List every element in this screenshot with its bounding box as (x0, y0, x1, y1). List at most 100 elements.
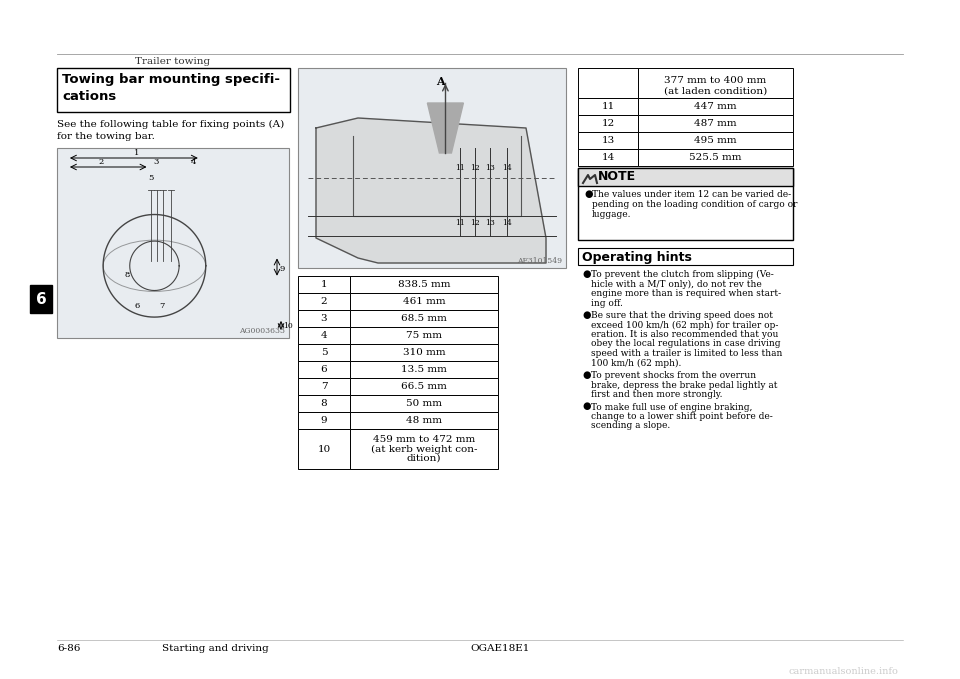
Text: ing off.: ing off. (591, 299, 623, 308)
Text: Be sure that the driving speed does not: Be sure that the driving speed does not (591, 311, 773, 320)
Text: 66.5 mm: 66.5 mm (401, 382, 447, 391)
Text: 8: 8 (321, 399, 327, 408)
Text: 461 mm: 461 mm (402, 297, 445, 306)
Text: 9: 9 (321, 416, 327, 425)
Text: 13: 13 (601, 136, 614, 145)
Bar (638, 132, 793, 149)
Text: first and then more strongly.: first and then more strongly. (591, 390, 723, 399)
Text: change to a lower shift point before de-: change to a lower shift point before de- (591, 412, 773, 421)
Text: 14: 14 (601, 153, 614, 162)
Text: 13.5 mm: 13.5 mm (401, 365, 447, 374)
Text: 1: 1 (133, 149, 139, 157)
Text: 2: 2 (321, 297, 327, 306)
Text: Operating hints: Operating hints (582, 251, 692, 264)
Text: 11: 11 (456, 164, 466, 172)
Text: AF3101549: AF3101549 (517, 257, 562, 265)
Bar (638, 149, 793, 166)
Bar (57, 68, 290, 112)
Bar (298, 412, 350, 429)
Bar (578, 168, 793, 240)
Text: ●: ● (582, 371, 590, 380)
Text: ●: ● (584, 190, 592, 199)
Bar (298, 293, 350, 310)
Text: 495 mm: 495 mm (694, 136, 737, 145)
Text: 838.5 mm: 838.5 mm (397, 280, 450, 289)
Bar (578, 98, 638, 115)
Text: 2: 2 (98, 158, 104, 166)
Bar (350, 361, 498, 378)
Text: Towing bar mounting specifi-: Towing bar mounting specifi- (62, 73, 280, 86)
Text: 12: 12 (470, 219, 480, 227)
Text: 11: 11 (456, 219, 466, 227)
Bar (298, 378, 350, 395)
Text: 7: 7 (321, 382, 327, 391)
Bar (578, 68, 638, 98)
Text: 13: 13 (486, 219, 495, 227)
Text: 4: 4 (191, 158, 197, 166)
Text: 5: 5 (148, 174, 154, 182)
Text: See the following table for fixing points (A): See the following table for fixing point… (57, 120, 284, 129)
Text: carmanualsonline.info: carmanualsonline.info (788, 667, 898, 676)
Text: 3: 3 (154, 158, 159, 166)
Bar (350, 310, 498, 327)
Text: for the towing bar.: for the towing bar. (57, 132, 155, 141)
Text: 3: 3 (321, 314, 327, 323)
Text: 48 mm: 48 mm (406, 416, 442, 425)
Text: 525.5 mm: 525.5 mm (689, 153, 742, 162)
Text: 68.5 mm: 68.5 mm (401, 314, 447, 323)
Text: ●: ● (582, 403, 590, 411)
Text: 50 mm: 50 mm (406, 399, 442, 408)
Text: (at laden condition): (at laden condition) (664, 87, 767, 96)
Text: 7: 7 (159, 301, 165, 310)
Bar (298, 327, 350, 344)
Text: To make full use of engine braking,: To make full use of engine braking, (591, 403, 753, 411)
Bar (298, 395, 350, 412)
Text: 14: 14 (502, 219, 513, 227)
Bar (350, 412, 498, 429)
Bar (350, 378, 498, 395)
Text: To prevent the clutch from slipping (Ve-: To prevent the clutch from slipping (Ve- (591, 270, 774, 279)
Bar (350, 395, 498, 412)
Bar (638, 98, 793, 115)
Text: eration. It is also recommended that you: eration. It is also recommended that you (591, 330, 779, 339)
Text: luggage.: luggage. (592, 210, 632, 219)
Text: Trailer towing: Trailer towing (135, 57, 210, 66)
Text: obey the local regulations in case driving: obey the local regulations in case drivi… (591, 340, 780, 348)
Bar (578, 149, 638, 166)
Text: 12: 12 (601, 119, 614, 128)
Text: 8: 8 (125, 271, 130, 279)
Text: 10: 10 (318, 445, 330, 454)
Text: 447 mm: 447 mm (694, 102, 737, 111)
Text: 5: 5 (321, 348, 327, 357)
Bar (298, 361, 350, 378)
Text: 11: 11 (601, 102, 614, 111)
Bar (30, 285, 52, 313)
Text: 9: 9 (279, 265, 284, 273)
Text: The values under item 12 can be varied de-: The values under item 12 can be varied d… (592, 190, 791, 199)
Bar (350, 344, 498, 361)
Text: speed with a trailer is limited to less than: speed with a trailer is limited to less … (591, 349, 782, 358)
Text: engine more than is required when start-: engine more than is required when start- (591, 289, 781, 298)
Text: 14: 14 (502, 164, 513, 172)
Text: NOTE: NOTE (598, 170, 636, 183)
Text: (at kerb weight con-: (at kerb weight con- (371, 445, 477, 454)
Text: Starting and driving: Starting and driving (162, 644, 269, 653)
Text: scending a slope.: scending a slope. (591, 422, 670, 430)
Text: 4: 4 (321, 331, 327, 340)
Bar (350, 429, 498, 469)
Text: 1: 1 (321, 280, 327, 289)
Bar (298, 429, 350, 469)
Text: dition): dition) (407, 454, 442, 463)
Bar (578, 168, 793, 186)
Text: To prevent shocks from the overrun: To prevent shocks from the overrun (591, 371, 756, 380)
Polygon shape (427, 103, 464, 153)
Text: 75 mm: 75 mm (406, 331, 442, 340)
Bar (57, 148, 289, 338)
Text: ●: ● (582, 270, 590, 279)
Text: 6: 6 (321, 365, 327, 374)
Text: 100 km/h (62 mph).: 100 km/h (62 mph). (591, 359, 682, 367)
Bar (578, 248, 793, 265)
Text: 10: 10 (283, 322, 293, 330)
Bar (638, 115, 793, 132)
Text: cations: cations (62, 90, 116, 103)
